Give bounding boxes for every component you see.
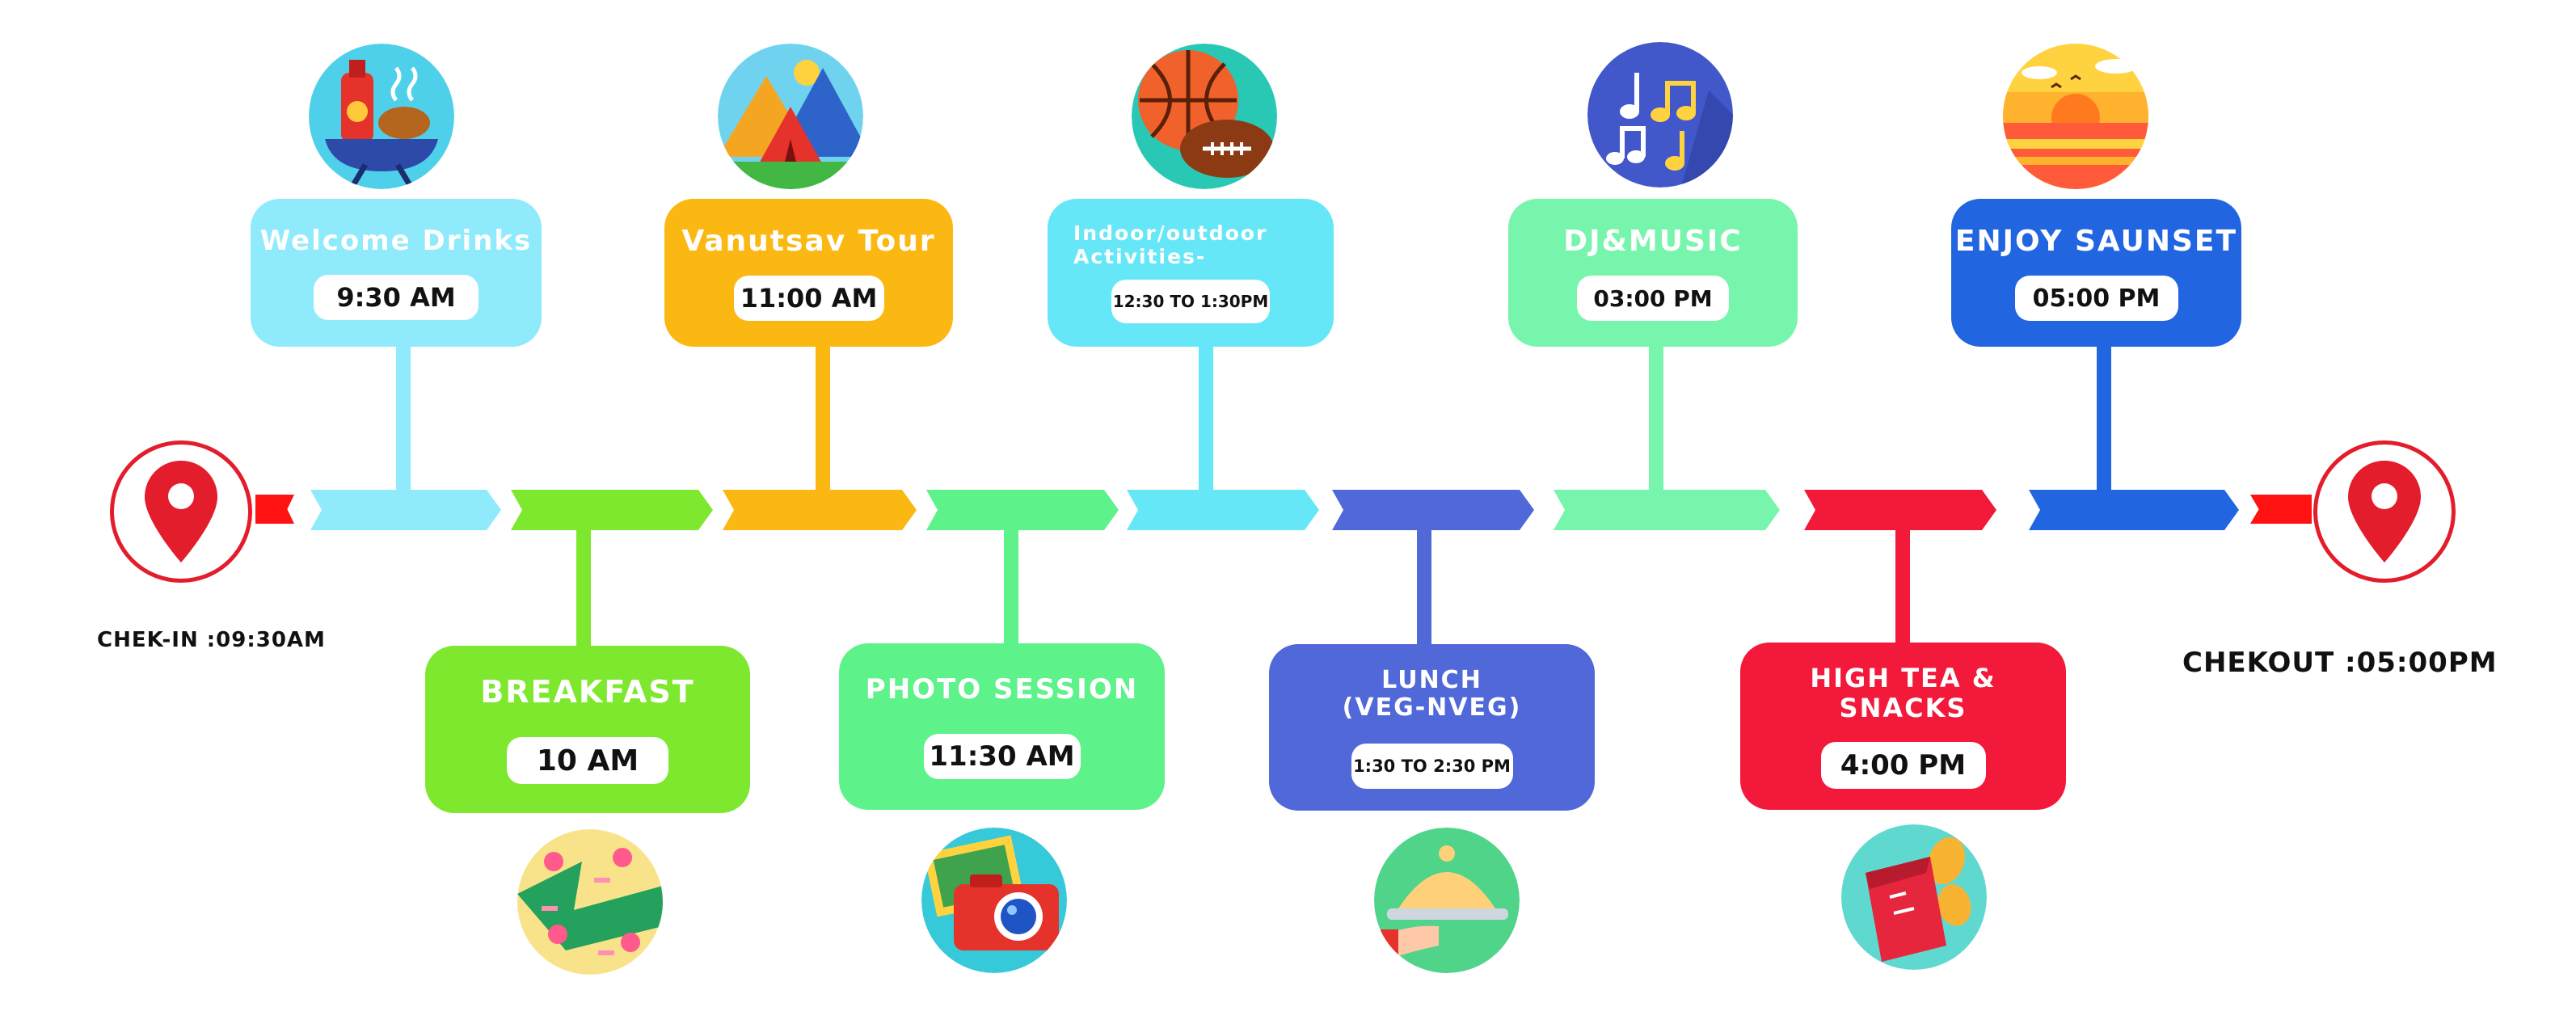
serving-cloche-icon <box>1374 828 1520 973</box>
event-title: LUNCH (VEG-NVEG) <box>1342 665 1522 722</box>
event-title: ENJOY SAUNSET <box>1954 224 2238 258</box>
event-card-photo: PHOTO SESSION 11:30 AM <box>839 643 1165 810</box>
connector-sunset <box>2097 346 2111 493</box>
checkin-pin <box>110 440 252 583</box>
event-time: 11:30 AM <box>923 733 1081 779</box>
event-time: 9:30 AM <box>314 275 479 321</box>
sunset-icon <box>2003 44 2148 189</box>
event-card-activities: Indoor/outdoor Activities- 12:30 TO 1:30… <box>1048 199 1334 347</box>
location-pin-icon <box>2348 461 2421 563</box>
connector-vanutsav <box>816 346 830 493</box>
event-title: Welcome Drinks <box>259 224 533 257</box>
timeline-segment-breakfast <box>511 490 713 530</box>
event-time: 10 AM <box>507 737 668 785</box>
checkout-cap <box>2250 495 2312 524</box>
timeline-segment-photo <box>926 490 1119 530</box>
camera-icon <box>921 828 1067 973</box>
connector-djmusic <box>1649 346 1663 493</box>
event-time: 4:00 PM <box>1820 742 1986 790</box>
connector-hightea <box>1895 527 1910 643</box>
timeline-segment-welcome <box>310 490 501 530</box>
event-title: PHOTO SESSION <box>865 673 1139 706</box>
timeline-segment-djmusic <box>1554 490 1780 530</box>
chips-snack-icon <box>1841 824 1987 970</box>
event-time: 05:00 PM <box>2014 276 2178 322</box>
event-title: DJ&MUSIC <box>1563 224 1743 258</box>
connector-welcome <box>396 346 411 493</box>
timeline-segment-hightea <box>1804 490 1996 530</box>
connector-photo <box>1004 527 1018 645</box>
sports-ball-icon <box>1132 44 1277 189</box>
checkin-label: CHEK-IN :09:30AM <box>97 628 326 652</box>
timeline-segment-vanutsav <box>723 490 917 530</box>
event-title: HIGH TEA & SNACKS <box>1810 662 1996 723</box>
event-card-lunch: LUNCH (VEG-NVEG) 1:30 TO 2:30 PM <box>1269 644 1595 811</box>
timeline-segment-activities <box>1127 490 1319 530</box>
event-title: BREAKFAST <box>480 673 695 710</box>
connector-breakfast <box>576 527 591 647</box>
event-time: 03:00 PM <box>1577 276 1729 322</box>
checkout-label: CHEKOUT :05:00PM <box>2182 647 2498 679</box>
event-time: 1:30 TO 2:30 PM <box>1351 743 1513 789</box>
event-card-djmusic: DJ&MUSIC 03:00 PM <box>1508 199 1798 347</box>
event-card-hightea: HIGH TEA & SNACKS 4:00 PM <box>1740 643 2066 810</box>
timeline-segment-lunch <box>1332 490 1534 530</box>
event-card-vanutsav: Vanutsav Tour 11:00 AM <box>664 199 953 347</box>
checkin-cap <box>255 495 294 524</box>
event-card-breakfast: BREAKFAST 10 AM <box>425 646 750 813</box>
timeline-segment-sunset <box>2029 490 2239 530</box>
event-card-sunset: ENJOY SAUNSET 05:00 PM <box>1951 199 2241 347</box>
connector-activities <box>1199 346 1213 493</box>
camping-tent-icon <box>718 44 863 189</box>
event-time: 11:00 AM <box>733 276 884 322</box>
pizza-icon <box>517 829 663 975</box>
event-title: Indoor/outdoor Activities- <box>1073 221 1268 268</box>
checkout-pin <box>2313 440 2456 583</box>
music-notes-icon <box>1587 42 1733 188</box>
event-card-welcome: Welcome Drinks 9:30 AM <box>251 199 542 347</box>
event-title: Vanutsav Tour <box>681 224 936 258</box>
event-time: 12:30 TO 1:30PM <box>1111 280 1270 324</box>
connector-lunch <box>1417 527 1431 645</box>
location-pin-icon <box>145 461 217 563</box>
grill-drinks-icon <box>309 44 454 189</box>
